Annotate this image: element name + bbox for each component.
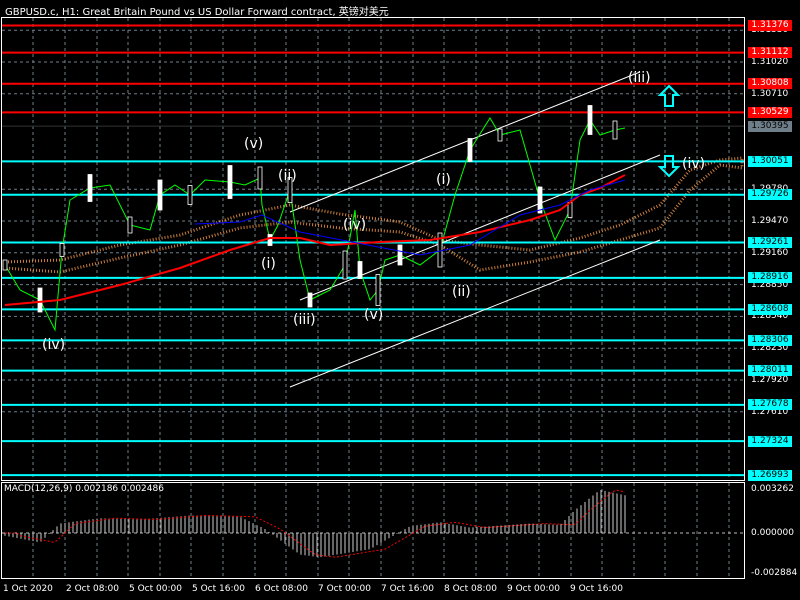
candle: [342, 250, 348, 280]
price-axis-label: 1.29470: [751, 215, 789, 226]
time-axis-label: 9 Oct 00:00: [507, 584, 560, 594]
macd-label: MACD(12,26,9) 0.002186 0.002486: [4, 484, 164, 494]
time-axis-label: 5 Oct 00:00: [129, 584, 182, 594]
wave-label: (i): [261, 256, 276, 272]
candle: [287, 177, 293, 203]
price-level-label[interactable]: 1.29261: [748, 236, 792, 248]
time-axis-label: 6 Oct 08:00: [255, 584, 308, 594]
price-level-label[interactable]: 1.31112: [748, 47, 792, 59]
wave-label: (i): [436, 172, 451, 188]
macd-signal-line: [5, 489, 626, 558]
price-level-label[interactable]: 1.26993: [748, 469, 792, 481]
price-level-label[interactable]: 1.30808: [748, 78, 792, 90]
chart-title: GBPUSD.c, H1: Great Britain Pound vs US …: [5, 7, 389, 18]
macd-axis-label: 0.003262: [751, 484, 794, 494]
time-axis-label: 5 Oct 16:00: [192, 584, 245, 594]
candle: [497, 128, 503, 142]
candle: [2, 259, 8, 271]
price-level-label[interactable]: 1.29726: [748, 189, 792, 201]
macd-axis-label: -0.002884: [751, 568, 798, 578]
arrow-up-icon: [657, 84, 681, 107]
price-axis-label: 1.28540: [751, 311, 789, 322]
candle: [467, 138, 473, 162]
candle: [187, 185, 193, 205]
price-level-label[interactable]: 1.30395: [748, 120, 792, 132]
candle: [257, 166, 263, 190]
candle: [537, 186, 543, 214]
macd-axis-label: 0.000000: [751, 528, 794, 538]
channel-line: [289, 239, 661, 388]
candle: [87, 174, 93, 202]
candle: [127, 216, 133, 234]
wave-label: (iii): [293, 312, 316, 328]
candle: [227, 165, 233, 199]
price-level-label[interactable]: 1.30529: [748, 106, 792, 118]
wave-label: (ii): [452, 284, 471, 300]
price-level-label[interactable]: 1.27324: [748, 435, 792, 447]
price-axis-label: 1.28230: [751, 343, 789, 354]
moving-average-blue: [194, 179, 626, 256]
candle: [267, 234, 273, 246]
wave-label: (v): [244, 136, 264, 152]
wave-label: (iii): [628, 70, 651, 86]
main-pane-border: [1, 17, 745, 481]
candle: [612, 120, 618, 140]
candle: [357, 261, 363, 279]
time-axis-label: 1 Oct 2020: [3, 584, 53, 594]
candle: [437, 232, 443, 268]
moving-average-red: [4, 174, 626, 306]
price-level-label[interactable]: 1.28916: [748, 272, 792, 284]
price-axis-label: 1.29780: [751, 184, 788, 194]
channel-line: [289, 71, 641, 213]
time-axis-label: 2 Oct 08:00: [66, 584, 119, 594]
wave-label: (iv): [682, 156, 706, 172]
time-axis-label: 7 Oct 00:00: [318, 584, 371, 594]
price-line: [4, 117, 626, 332]
price-level-label[interactable]: 1.28306: [748, 334, 792, 346]
wave-label: (v): [364, 307, 384, 323]
candle: [397, 244, 403, 266]
price-level-label[interactable]: 1.27678: [748, 399, 792, 411]
candle: [587, 105, 593, 135]
price-level-label[interactable]: 1.28608: [748, 303, 792, 315]
macd-pane-border: [1, 482, 745, 579]
candle: [307, 292, 313, 308]
arrow-down-icon: [657, 155, 681, 178]
price-level-label[interactable]: 1.31376: [748, 19, 792, 31]
candle: [157, 179, 163, 211]
arrow-down-icon-shape: [657, 155, 681, 178]
price-level-label[interactable]: 1.28011: [748, 365, 792, 377]
wave-label: (iv): [42, 337, 66, 353]
price-axis-label: 1.27610: [751, 406, 789, 417]
candle: [59, 243, 65, 257]
price-axis-label: 1.31020: [751, 57, 789, 67]
price-axis-label: 1.28850: [751, 279, 789, 290]
candle: [37, 287, 43, 313]
candle: [375, 274, 381, 306]
wave-label: (ii): [278, 168, 297, 184]
price-axis-label: 1.29160: [751, 247, 789, 258]
price-axis-label: 1.30710: [751, 88, 789, 99]
arrow-up-icon-shape: [657, 84, 681, 107]
wave-label: (iv): [343, 217, 367, 233]
price-axis-label: 1.27920: [751, 374, 789, 385]
time-axis-label: 7 Oct 16:00: [381, 584, 434, 594]
price-level-label[interactable]: 1.30051: [748, 155, 792, 167]
time-axis-label: 8 Oct 08:00: [444, 584, 497, 594]
time-axis-label: 9 Oct 16:00: [570, 584, 623, 594]
